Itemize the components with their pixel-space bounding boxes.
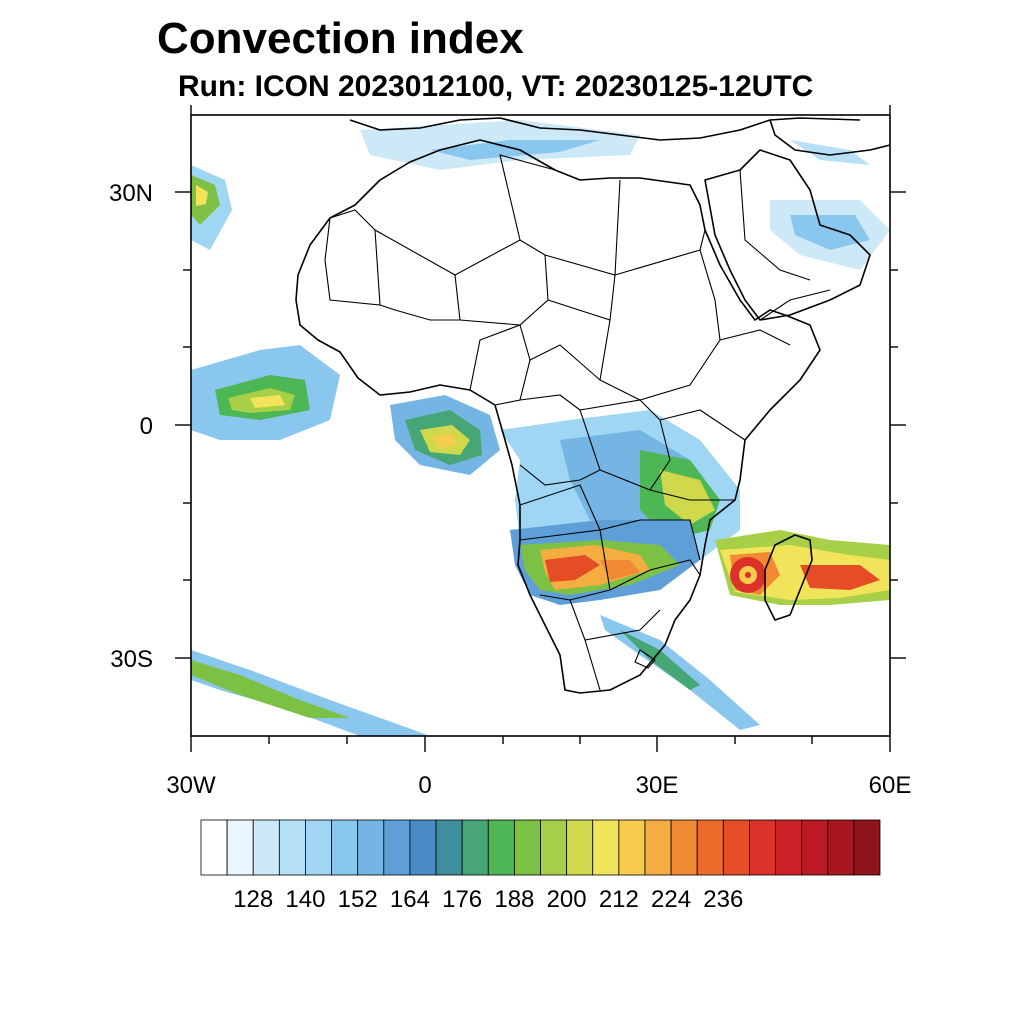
colorbar-swatch bbox=[540, 819, 568, 876]
colorbar-swatch bbox=[696, 819, 724, 876]
axis-ticks bbox=[175, 105, 906, 752]
convection-field bbox=[191, 120, 890, 736]
country-borders bbox=[324, 154, 831, 691]
lat-label-0: 0 bbox=[139, 413, 153, 440]
lon-label-30w: 30W bbox=[166, 772, 216, 799]
colorbar-swatch bbox=[226, 819, 254, 876]
colorbar-label: 188 bbox=[494, 886, 535, 913]
colorbar-swatch bbox=[461, 819, 489, 876]
arabia-coast bbox=[704, 149, 871, 321]
colorbar-swatch bbox=[435, 819, 463, 876]
colorbar-label: 128 bbox=[233, 886, 274, 913]
colorbar-swatch bbox=[513, 819, 541, 876]
colorbar-swatch bbox=[749, 819, 776, 876]
colorbar-swatch bbox=[853, 819, 881, 876]
lon-label-0: 0 bbox=[418, 772, 432, 799]
lat-label-30n: 30N bbox=[108, 180, 153, 207]
lon-label-30e: 30E bbox=[635, 772, 679, 799]
colorbar-swatch bbox=[487, 819, 515, 876]
colorbar-label: 164 bbox=[389, 886, 430, 913]
colorbar-swatch bbox=[383, 819, 411, 876]
colorbar-swatch bbox=[827, 819, 855, 876]
field-south-atlantic bbox=[191, 650, 430, 736]
colorbar-label: 212 bbox=[598, 886, 639, 913]
colorbar-label: 224 bbox=[651, 886, 692, 913]
lat-label-30s: 30S bbox=[110, 646, 153, 673]
colorbar-label: 200 bbox=[546, 886, 587, 913]
colorbar-label: 176 bbox=[442, 886, 483, 913]
colorbar-swatch bbox=[200, 819, 228, 876]
plot-title: Convection index bbox=[157, 14, 524, 63]
colorbar-swatch bbox=[670, 819, 698, 876]
colorbar-swatch bbox=[278, 819, 306, 876]
colorbar-swatch bbox=[801, 819, 829, 876]
colorbar-swatch bbox=[592, 819, 620, 876]
colorbar-label: 236 bbox=[703, 886, 744, 913]
colorbar bbox=[200, 819, 881, 876]
colorbar-swatch bbox=[409, 819, 437, 876]
madagascar bbox=[764, 534, 813, 621]
colorbar-swatch bbox=[566, 819, 594, 876]
coastline bbox=[295, 139, 821, 694]
colorbar-swatch bbox=[644, 819, 672, 876]
colorbar-swatch bbox=[722, 819, 750, 876]
colorbar-swatch bbox=[775, 819, 803, 876]
colorbar-label: 140 bbox=[285, 886, 326, 913]
colorbar-swatch bbox=[252, 819, 280, 876]
colorbar-swatch bbox=[331, 819, 359, 876]
colorbar-swatch bbox=[618, 819, 646, 876]
plot-subtitle: Run: ICON 2023012100, VT: 20230125-12UTC bbox=[178, 70, 814, 103]
colorbar-swatch bbox=[357, 819, 385, 876]
lon-label-60e: 60E bbox=[868, 772, 912, 799]
colorbar-swatch bbox=[305, 819, 332, 876]
colorbar-label: 152 bbox=[337, 886, 378, 913]
